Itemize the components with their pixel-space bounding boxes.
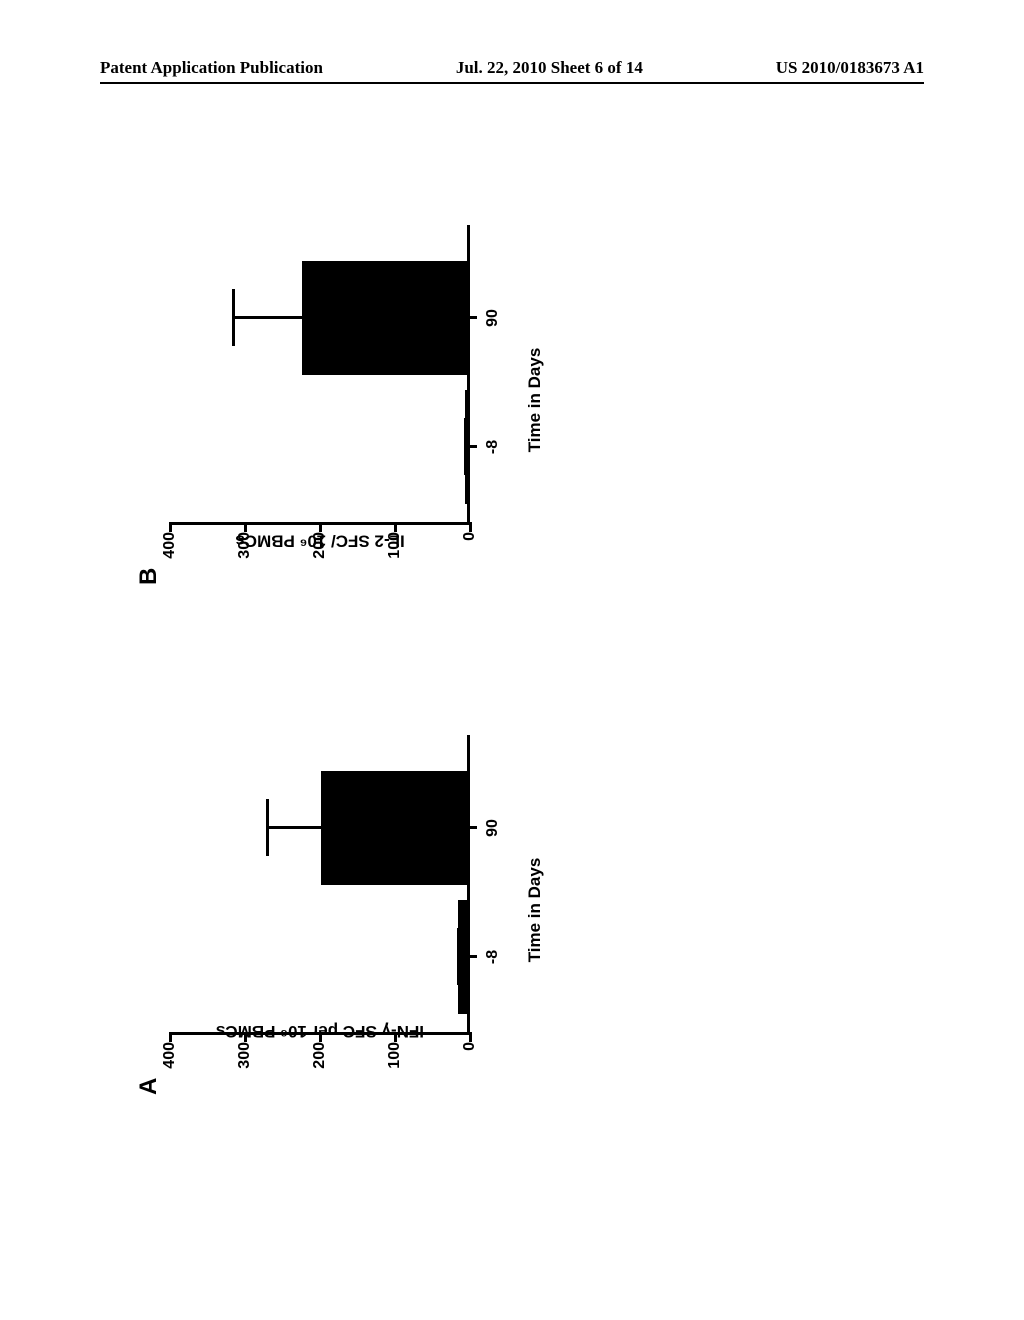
error-bar-cap (457, 929, 460, 986)
bar (302, 261, 467, 375)
error-bar-cap (232, 290, 235, 347)
error-bar (234, 317, 305, 320)
x-tick-label: 90 (484, 309, 502, 327)
y-tick (469, 522, 472, 532)
y-tick-label: 200 (311, 532, 329, 572)
header-right: US 2010/0183673 A1 (776, 58, 924, 78)
x-tick (467, 446, 477, 449)
y-tick-label: 300 (236, 1042, 254, 1082)
y-tick (394, 1032, 397, 1042)
y-tick (319, 1032, 322, 1042)
x-axis-label: Time in Days (525, 348, 545, 453)
x-tick-label: 90 (484, 819, 502, 837)
y-tick-label: 300 (236, 532, 254, 572)
y-tick (394, 522, 397, 532)
x-tick-label: -8 (484, 440, 502, 454)
y-tick-label: 200 (311, 1042, 329, 1082)
plot-area: 0100200300400-890 (170, 735, 470, 1035)
y-tick-label: 0 (461, 1042, 479, 1082)
y-tick (244, 1032, 247, 1042)
header-left: Patent Application Publication (100, 58, 323, 78)
chart-panel-a: AIFN-γ SFC per 10⁶ PBMCsTime in Days0100… (130, 700, 550, 1120)
x-tick-label: -8 (484, 950, 502, 964)
x-tick (467, 956, 477, 959)
page-header: Patent Application Publication Jul. 22, … (0, 58, 1024, 78)
y-tick-label: 400 (161, 1042, 179, 1082)
error-bar (268, 827, 324, 830)
error-bar-cap (464, 419, 467, 476)
y-tick-label: 400 (161, 532, 179, 572)
y-tick (169, 522, 172, 532)
y-tick-label: 100 (386, 1042, 404, 1082)
y-tick (319, 522, 322, 532)
error-bar-cap (266, 800, 269, 857)
x-tick (467, 827, 477, 830)
header-rule (100, 82, 924, 84)
y-tick (169, 1032, 172, 1042)
plot-area: 0100200300400-890 (170, 225, 470, 525)
bar (321, 771, 467, 885)
y-tick (469, 1032, 472, 1042)
figure-area: AIFN-γ SFC per 10⁶ PBMCsTime in Days0100… (5, 270, 1024, 1040)
x-axis-label: Time in Days (525, 858, 545, 963)
panel-label: B (135, 568, 163, 585)
header-center: Jul. 22, 2010 Sheet 6 of 14 (456, 58, 643, 78)
y-tick-label: 0 (461, 532, 479, 572)
x-tick (467, 317, 477, 320)
y-tick-label: 100 (386, 532, 404, 572)
panel-label: A (135, 1078, 163, 1095)
y-tick (244, 522, 247, 532)
chart-row: AIFN-γ SFC per 10⁶ PBMCsTime in Days0100… (130, 145, 900, 1165)
chart-panel-b: BIL-2 SFC/ 10⁶ PBMCsTime in Days01002003… (130, 190, 550, 610)
